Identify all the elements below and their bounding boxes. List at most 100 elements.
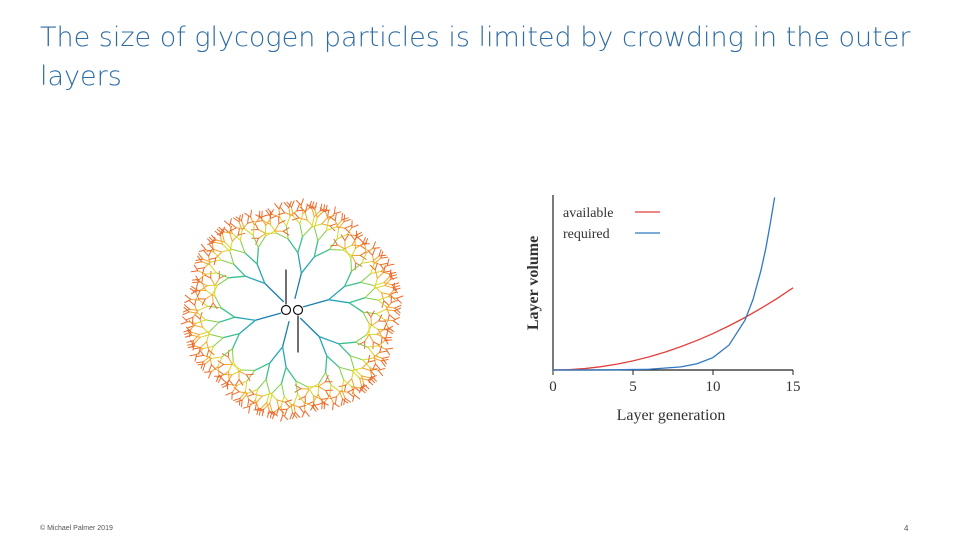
branch-segment [351,370,361,379]
branch-segment [239,229,243,241]
branch-segment [252,224,255,236]
branch-segment [268,410,275,416]
glycogenin-core [280,304,292,316]
branch-segment [327,299,350,304]
branch-segment [249,399,256,407]
branch-segment [213,249,223,253]
branch-segment [291,217,300,221]
branch-segment [351,386,361,389]
branch-segment [320,398,326,406]
branch-segment [250,209,252,218]
branch-segment [385,309,395,312]
branch-segment [381,357,387,365]
branch-segment [235,216,242,222]
branch-segment [364,244,367,254]
branch-segment [197,312,207,321]
branch-segment [228,371,230,381]
branch-segment [368,334,374,343]
branch-segment [367,360,376,363]
slide-title: The size of glycogen particles is limite… [40,22,911,92]
branch-segment [282,230,290,236]
branch-segment [193,264,199,272]
branch-segment [329,223,337,227]
branch-segment [217,360,225,365]
branch-segment [365,247,374,254]
branch-segment [235,379,240,386]
branch-segment [387,289,395,298]
branch-segment [361,261,373,264]
branch-segment [294,272,303,300]
branch-segment [196,354,205,358]
branch-segment [360,273,372,283]
branch-segment [352,386,355,395]
branch-segment [354,233,359,241]
x-axis-label: Layer generation [617,407,726,424]
branch-segment [182,308,191,313]
branch-segment [330,384,340,392]
branch-segment [333,238,338,246]
branch-segment [365,333,378,336]
branch-segment [377,296,389,301]
branch-segment [338,343,351,357]
branch-segment [184,298,192,303]
branch-segment [386,329,393,335]
branch-segment [184,334,193,338]
branch-segment [340,398,343,407]
branch-segment [201,267,205,275]
branch-segment [295,200,302,206]
branch-segment [325,204,328,213]
branch-segment [246,369,256,382]
branch-segment [369,368,378,371]
branch-segment [231,384,238,393]
branch-segment [372,248,376,256]
branch-segment [232,217,240,223]
branch-segment [380,360,386,367]
glycogenin-core [292,304,304,316]
branch-segment [367,345,379,348]
branch-segment [210,234,217,241]
branch-segment [361,252,367,264]
branch-segment [271,410,278,417]
branch-segment [208,364,212,372]
branch-segment [377,329,383,338]
branch-segment [304,204,308,213]
branch-segment [257,228,267,234]
branch-segment [351,262,363,272]
branch-segment [383,270,391,273]
branch-segment [347,388,355,393]
branch-segment [295,380,299,395]
x-tick-label: 5 [629,379,637,395]
branch-segment [182,311,190,316]
branch-segment [329,216,336,222]
branch-segment [344,384,347,393]
branch-segment [383,282,393,286]
branch-segment [380,251,384,259]
glycogen-particle-diagram [180,198,404,422]
branch-segment [299,317,320,338]
branch-segment [239,391,246,399]
branch-segment [189,322,197,331]
branch-segment [298,395,306,400]
branch-segment [342,244,353,251]
branch-segment [215,239,225,243]
branch-segment [306,203,313,210]
legend-label-required: required [563,227,610,242]
branch-segment [332,402,340,408]
branch-segment [276,407,280,416]
branch-segment [349,355,364,361]
branch-segment [328,213,335,221]
branch-segment [343,270,353,288]
branch-segment [278,407,285,414]
branch-segment [198,347,201,355]
branch-segment [209,334,224,339]
branch-segment [282,414,289,420]
branch-segment [390,277,398,280]
branch-segment [206,341,210,351]
branch-segment [282,227,290,232]
branch-segment [209,321,220,333]
branch-segment [265,378,270,393]
branch-segment [203,250,210,257]
branch-segment [238,379,244,386]
branch-segment [184,294,192,300]
branch-segment [295,380,309,388]
